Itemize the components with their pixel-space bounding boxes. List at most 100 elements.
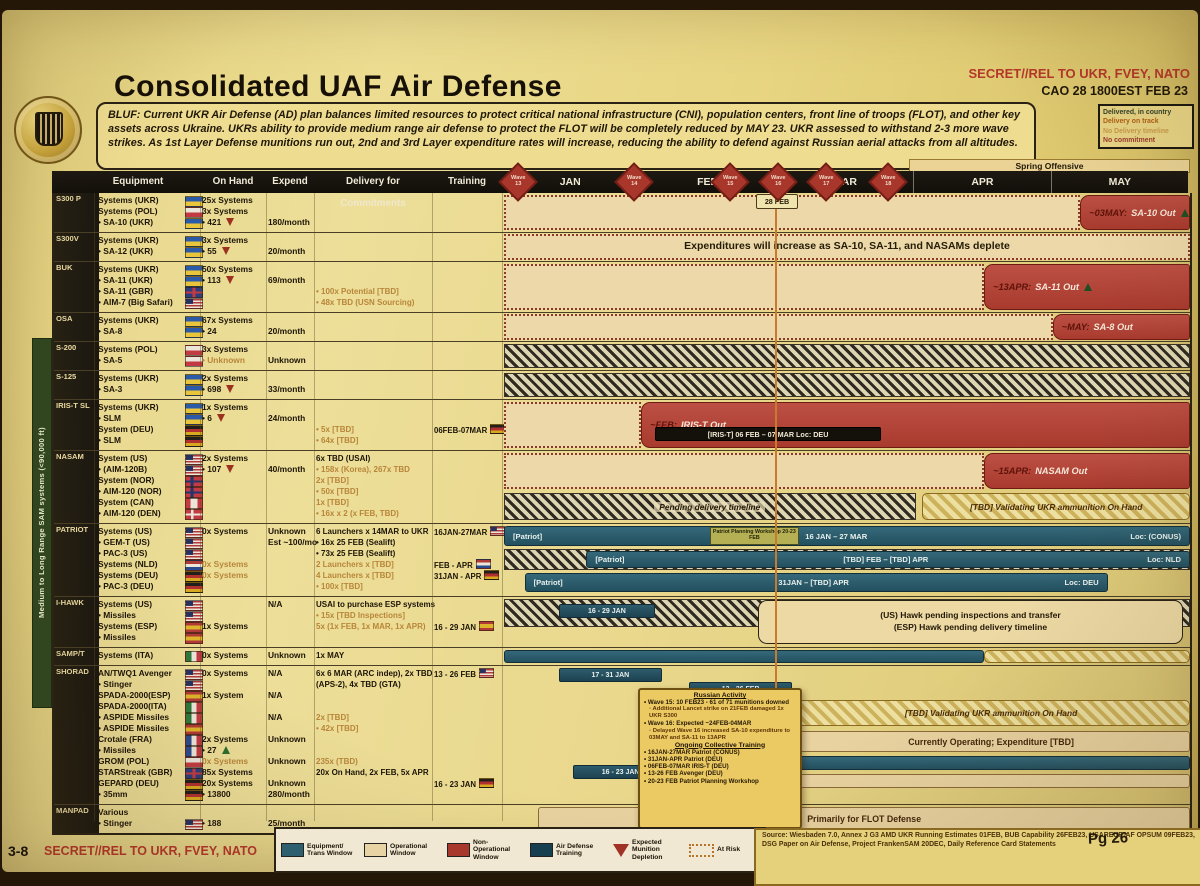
equipment-cell: Systems (POL) (98, 206, 158, 216)
on-hand-cell: • 13800 (202, 789, 231, 799)
flag-pol-icon (185, 757, 203, 768)
category-label: I-HAWK (54, 597, 99, 647)
month-bar: JANFEBMARAPRMAYWave13Wave14Wave15Wave16W… (497, 162, 1188, 202)
delivery-cell: USAI to purchase ESP systems (316, 600, 436, 609)
equipment-cell: • SA-11 (GBR) (98, 286, 154, 296)
flag-ukr-icon (185, 316, 203, 327)
equipment-cell: • Missiles (98, 632, 136, 642)
note-bullet: • 13-26 FEB Avenger (DEU) (644, 770, 723, 778)
trend-down-icon (225, 276, 234, 284)
legend-item-air-defense-training: Air Defense Training (530, 843, 608, 858)
flag-ukr-icon (185, 374, 203, 385)
validating-window: [TBD] Validating UKR ammunition On Hand (922, 493, 1190, 520)
trend-down-icon (226, 385, 235, 393)
page-label: Pg 26 (1087, 829, 1129, 848)
expend-cell: N/A (268, 599, 283, 609)
flag-usa-icon (185, 600, 203, 611)
category-label: IRIS-T SL (54, 400, 99, 450)
delivery-cell: 6 Launchers x 14MAR to UKR (316, 527, 429, 536)
equipment-cell: • SA-10 (UKR) (98, 217, 154, 227)
flag-ukr-icon (185, 218, 203, 229)
equipment-cell: Systems (UKR) (98, 235, 159, 245)
on-hand-cell: 3x Systems (202, 235, 249, 245)
flag-usa-icon (185, 298, 203, 309)
flag-ukr-icon (185, 236, 203, 247)
equipment-cell: • SA-11 (UKR) (98, 275, 153, 285)
equipment-trans-window (504, 650, 985, 663)
equipment-cell: Systems (NLD) (98, 559, 158, 569)
table-row-patriot: PATRIOT Systems (US) 0x Systems Unknown • GE… (54, 523, 1190, 596)
expend-cell: Unknown (268, 778, 306, 788)
legend-label: Non-Operational Window (473, 838, 511, 861)
legend-op-swatch-icon (364, 843, 387, 857)
equipment-cell: • Stinger (98, 679, 133, 689)
non-operational-window: ~13APR: SA-11 Out (984, 264, 1190, 310)
classification-banner-top: SECRET//REL TO UKR, FVEY, NATO (968, 66, 1190, 81)
category-label: PATRIOT (54, 524, 99, 596)
on-hand-cell: 25x Systems (202, 195, 253, 205)
month-apr: APR (913, 171, 1050, 193)
delivery-cell: 4 Launchers x [TBD] (316, 571, 394, 580)
flag-can-icon (185, 498, 203, 509)
flag-nor-icon (185, 476, 203, 487)
table-row-samp-t: SAMP/T Systems (ITA) 0x Systems Unknown 1x M… (54, 647, 1190, 665)
training-window-chip: 16 - 29 JAN (558, 604, 655, 618)
equipment-cell: • PAC-3 (DEU) (98, 581, 154, 591)
equipment-cell: Systems (US) (98, 599, 152, 609)
equipment-cell: • 35mm (98, 789, 128, 799)
expend-cell: 20/month (268, 326, 306, 336)
column-separator (432, 193, 433, 821)
equipment-cell: STARStreak (GBR) (98, 767, 173, 777)
expend-cell: 69/month (268, 275, 306, 285)
on-hand-cell: 0x Systems (202, 668, 249, 678)
column-separator (502, 193, 503, 821)
jcs-seal-icon (14, 96, 82, 164)
category-label: OSA (54, 313, 99, 341)
non-operational-window: ~FEB: IRIS-T Out (641, 402, 1190, 448)
expend-cell: Unknown (268, 756, 306, 766)
category-label: BUK (54, 262, 99, 312)
timeline-cell: 17 - 31 JAN13 - 26 FEB[TBD] Validating U… (504, 666, 1190, 804)
delivery-cell: 5x (1x FEB, 1x MAR, 1x APR) (316, 622, 426, 631)
flag-usa-icon (185, 465, 203, 476)
category-label: MANPAD (54, 805, 99, 833)
legend-item-equipment-trans-window: Equipment/ Trans Window (281, 843, 359, 858)
flag-deu-icon (185, 582, 203, 593)
timeline-cell: 16 - 29 JAN (US) Hawk pending inspections… (504, 597, 1190, 647)
delivery-cell: • 5x [TBD] (316, 425, 354, 434)
table-row-s300v: S300V Systems (UKR) 3x Systems • SA-12 (UKR… (54, 232, 1190, 261)
note-title-2: Ongoing Collective Training (674, 741, 766, 749)
equipment-cell: Systems (UKR) (98, 264, 159, 274)
table-row-s-200: S-200 Systems (POL) 3x Systems • SA-5 • Unkn… (54, 341, 1190, 370)
chart-legend: Equipment/ Trans Window Operational Windo… (274, 827, 837, 873)
trend-down-icon (226, 218, 235, 226)
expend-cell: Unknown (268, 526, 306, 536)
flag-esp-icon (479, 621, 495, 631)
hatched-window (504, 373, 1190, 397)
flag-deu-icon (185, 790, 203, 801)
delivery-cell: 1x [TBD] (316, 498, 349, 507)
non-operational-window: ~15APR: NASAM Out (984, 453, 1190, 489)
on-hand-cell: • Unknown (202, 355, 245, 365)
hawk-note-box: (US) Hawk pending inspections and transf… (757, 600, 1184, 644)
equipment-cell: • Stinger (98, 818, 133, 828)
training-cell: 31JAN - APR (434, 570, 500, 582)
on-hand-cell: 1x Systems (202, 621, 249, 631)
on-hand-cell: 0x Systems (202, 756, 249, 766)
depletion-up-icon (1083, 283, 1092, 291)
on-hand-cell: • 6 (202, 413, 225, 424)
delivery-cell: • 42x [TBD] (316, 724, 359, 733)
expend-cell: N/A (268, 690, 283, 700)
legend-teal-swatch-icon (281, 843, 304, 857)
category-label: S-200 (54, 342, 99, 370)
flag-deu-icon (479, 778, 495, 788)
delivery-cell: 6x TBD (USAI) (316, 454, 371, 463)
training-cell: FEB - APR (434, 559, 491, 571)
training-cell: 16 - 23 JAN (434, 778, 495, 790)
table-row-shorad: SHORAD AN/TWQ1 Avenger 0x Systems N/A • Stin… (54, 665, 1190, 804)
category-label: S300 P (54, 193, 99, 232)
delivery-cell: 2x [TBD] (316, 476, 349, 485)
legend-label: Air Defense Training (556, 842, 594, 858)
note-title: Russian Activity (693, 692, 747, 699)
column-header-training: Training (447, 176, 487, 187)
